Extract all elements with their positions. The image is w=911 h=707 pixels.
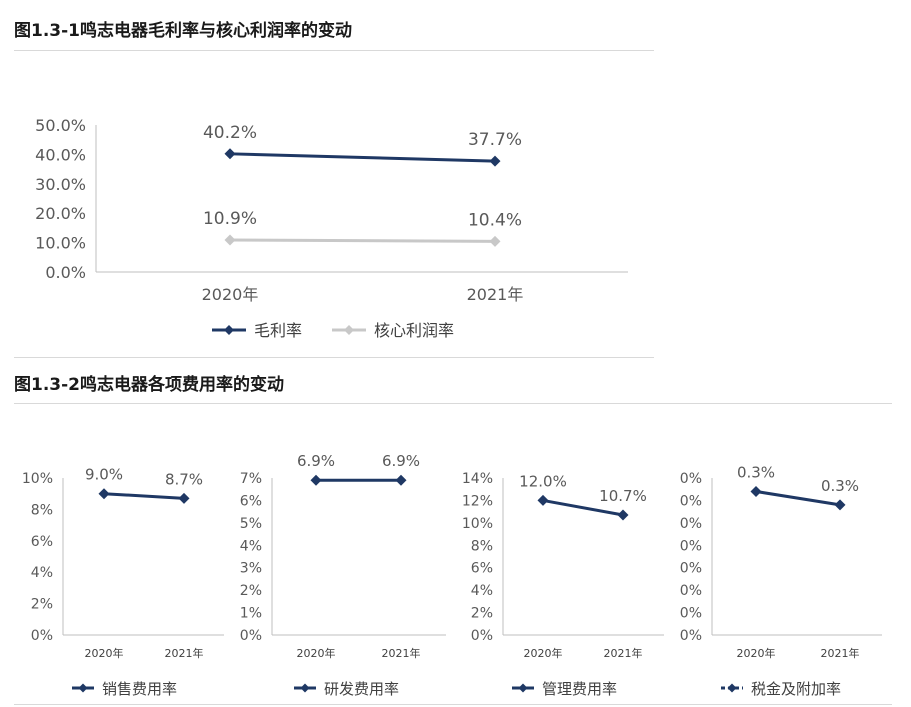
figure1-y-tick-label: 10.0% xyxy=(35,234,86,253)
figure1-legend-label: 核心利润率 xyxy=(374,321,454,340)
figure2-y-tick-label: 0% xyxy=(680,628,702,644)
figure2-y-tick-label: 0% xyxy=(31,628,53,644)
figure2-y-tick-label: 0% xyxy=(680,606,702,622)
figure1-y-tick-label: 50.0% xyxy=(35,116,86,135)
figure2-y-tick-label: 2% xyxy=(240,583,262,599)
figure2-data-point xyxy=(395,474,407,486)
figure2-title-rule xyxy=(14,403,892,404)
figure2-y-tick-label: 6% xyxy=(471,561,493,577)
figure2-data-point xyxy=(750,485,762,497)
figure2-x-tick-label: 2021年 xyxy=(382,646,421,660)
figure2-y-tick-label: 0% xyxy=(680,516,702,532)
figure2-y-tick-label: 12% xyxy=(462,493,493,509)
figure2-y-tick-label: 10% xyxy=(462,516,493,532)
figure2-y-tick-label: 6% xyxy=(240,493,262,509)
figure2-x-tick-label: 2020年 xyxy=(524,646,563,660)
figure2-bottom-rule xyxy=(14,704,892,705)
figure2-y-tick-label: 0% xyxy=(680,583,702,599)
figure1-data-point xyxy=(489,235,501,247)
figure1-series-line-2 xyxy=(229,238,496,243)
figure1-data-point xyxy=(224,148,236,160)
figure2-y-tick-label: 4% xyxy=(31,565,53,581)
figure2-data-label: 12.0% xyxy=(519,472,567,490)
figure2-legend-label: 税金及附加率 xyxy=(751,680,841,698)
figure1-data-label: 37.7% xyxy=(468,130,522,150)
figure2-data-point xyxy=(834,499,846,511)
figure2-series-line-1 xyxy=(103,492,185,500)
figure1-bottom-rule xyxy=(14,357,654,358)
figure1-data-label: 10.4% xyxy=(468,210,522,230)
figure2-y-tick-label: 0% xyxy=(471,628,493,644)
figure2-legend-marker xyxy=(727,683,737,693)
figure2-y-tick-label: 2% xyxy=(471,606,493,622)
figure2-data-label: 0.3% xyxy=(737,463,775,481)
figure1-y-tick-label: 40.0% xyxy=(35,145,86,164)
figure2-x-tick-label: 2021年 xyxy=(821,646,860,660)
figure2-y-tick-label: 14% xyxy=(462,471,493,487)
figure1-data-point xyxy=(489,155,501,167)
figure2-legend-marker xyxy=(518,683,528,693)
figure1-legend-label: 毛利率 xyxy=(254,321,302,340)
figure2-y-tick-label: 6% xyxy=(31,534,53,550)
figure2-data-label: 10.7% xyxy=(599,487,647,505)
figure1-legend-marker xyxy=(344,325,354,335)
figure1-y-tick-label: 20.0% xyxy=(35,204,86,223)
figure2-x-tick-label: 2020年 xyxy=(85,646,124,660)
figure2-legend-label: 管理费用率 xyxy=(542,680,617,698)
figure2-data-label: 6.9% xyxy=(382,452,420,470)
figure2-data-label: 9.0% xyxy=(85,466,123,484)
figure2-series-line-3 xyxy=(542,498,624,517)
figure2-data-label: 0.3% xyxy=(821,477,859,495)
figure2-legend-label: 销售费用率 xyxy=(102,680,177,698)
figure2-y-tick-label: 8% xyxy=(471,538,493,554)
figure2-data-point xyxy=(98,488,110,500)
figure2-x-tick-label: 2020年 xyxy=(737,646,776,660)
figure1-data-label: 40.2% xyxy=(203,123,257,143)
figure1-series-line-1 xyxy=(229,152,496,163)
figure2-y-tick-label: 1% xyxy=(240,606,262,622)
figure2-legend-label: 研发费用率 xyxy=(324,680,399,698)
figure2-x-tick-label: 2021年 xyxy=(604,646,643,660)
figure2-y-tick-label: 0% xyxy=(680,538,702,554)
figure1-y-tick-label: 30.0% xyxy=(35,175,86,194)
figure2-y-tick-label: 10% xyxy=(22,471,53,487)
figure2-y-tick-label: 0% xyxy=(680,471,702,487)
figure2-y-tick-label: 2% xyxy=(31,597,53,613)
figure1-y-tick-label: 0.0% xyxy=(45,263,86,282)
figure2-y-tick-label: 0% xyxy=(680,493,702,509)
figure1-data-point xyxy=(224,234,236,246)
figure2-data-point xyxy=(617,509,629,521)
figure2-data-point xyxy=(178,492,190,504)
figure2-y-tick-label: 3% xyxy=(240,561,262,577)
figure1-x-tick-label: 2021年 xyxy=(467,285,524,304)
figure1-legend-marker xyxy=(224,325,234,335)
figure2-y-tick-label: 8% xyxy=(31,502,53,518)
figure2-y-tick-label: 5% xyxy=(240,516,262,532)
figure1-data-label: 10.9% xyxy=(203,209,257,229)
figure2-legend-marker xyxy=(300,683,310,693)
figure2-y-tick-label: 4% xyxy=(471,583,493,599)
figure1-x-tick-label: 2020年 xyxy=(202,285,259,304)
figure1-title: 图1.3-1鸣志电器毛利率与核心利润率的变动 xyxy=(14,21,352,41)
figure2-series-line-4 xyxy=(755,489,841,507)
figure2-data-point xyxy=(310,474,322,486)
figure2-legend-marker xyxy=(78,683,88,693)
figure2-x-tick-label: 2021年 xyxy=(165,646,204,660)
figure1-title-rule xyxy=(14,50,654,51)
figure2-y-tick-label: 0% xyxy=(240,628,262,644)
figure2-data-point xyxy=(537,494,549,506)
figure2-x-tick-label: 2020年 xyxy=(297,646,336,660)
figure2-y-tick-label: 4% xyxy=(240,538,262,554)
figure2-y-tick-label: 0% xyxy=(680,561,702,577)
figure2-y-tick-label: 7% xyxy=(240,471,262,487)
figure2-title: 图1.3-2鸣志电器各项费用率的变动 xyxy=(14,375,284,395)
figure2-data-label: 6.9% xyxy=(297,452,335,470)
figure2-data-label: 8.7% xyxy=(165,470,203,488)
